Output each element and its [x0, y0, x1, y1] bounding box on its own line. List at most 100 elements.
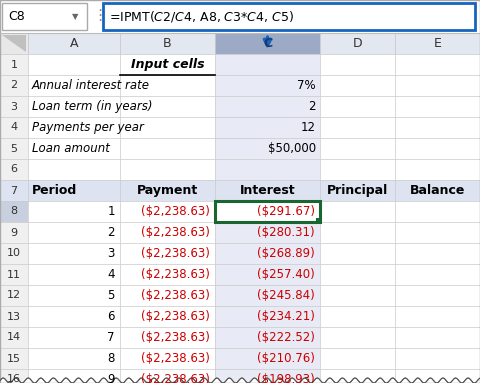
Bar [316, 218, 321, 223]
Text: ($210.76): ($210.76) [257, 352, 315, 365]
Text: C: C [263, 37, 272, 50]
Bar [120, 369, 215, 383]
Bar [120, 201, 215, 222]
Text: 11: 11 [7, 270, 21, 280]
Bar [395, 33, 480, 54]
Bar [320, 54, 395, 75]
Bar [395, 54, 480, 75]
Bar [215, 117, 320, 138]
Bar [120, 243, 215, 264]
Bar [28, 327, 120, 348]
Text: Balance: Balance [410, 184, 465, 197]
Text: ($234.21): ($234.21) [257, 310, 315, 323]
Text: 5: 5 [11, 144, 17, 154]
Text: Annual interest rate: Annual interest rate [32, 79, 150, 92]
Bar [395, 264, 480, 285]
Text: ($222.52): ($222.52) [257, 331, 315, 344]
Text: 2: 2 [108, 226, 115, 239]
Bar [0, 75, 28, 96]
Bar [0, 369, 28, 383]
Text: ($268.89): ($268.89) [257, 247, 315, 260]
Bar [0, 54, 28, 75]
Bar [215, 369, 320, 383]
Bar [0, 306, 28, 327]
Text: 14: 14 [7, 332, 21, 342]
Text: 7%: 7% [298, 79, 316, 92]
Text: ($280.31): ($280.31) [257, 226, 315, 239]
Bar [215, 201, 320, 222]
Text: Period: Period [32, 184, 77, 197]
Bar [395, 285, 480, 306]
Text: 7: 7 [108, 331, 115, 344]
Text: Payments per year: Payments per year [32, 121, 144, 134]
Text: ($198.93): ($198.93) [257, 373, 315, 383]
Text: ($2,238.63): ($2,238.63) [141, 352, 210, 365]
Bar [320, 327, 395, 348]
Bar [395, 201, 480, 222]
Bar [28, 117, 120, 138]
Text: A: A [70, 37, 78, 50]
Bar [0, 243, 28, 264]
Bar [120, 96, 215, 117]
Text: 2: 2 [11, 80, 18, 90]
Polygon shape [2, 35, 26, 52]
Bar [215, 327, 320, 348]
Text: $50,000: $50,000 [268, 142, 316, 155]
Bar [28, 201, 120, 222]
Bar [28, 348, 120, 369]
Bar [120, 222, 215, 243]
Text: ($245.84): ($245.84) [257, 289, 315, 302]
Bar [395, 180, 480, 201]
Bar [120, 54, 215, 75]
Text: 8: 8 [11, 206, 18, 216]
Bar [320, 264, 395, 285]
Text: 6: 6 [108, 310, 115, 323]
Bar [120, 75, 215, 96]
Text: C8: C8 [8, 10, 25, 23]
Bar [395, 138, 480, 159]
Bar [120, 33, 215, 54]
Text: 12: 12 [7, 290, 21, 301]
Bar [28, 75, 120, 96]
Text: ($2,238.63): ($2,238.63) [141, 268, 210, 281]
Text: ($2,238.63): ($2,238.63) [141, 373, 210, 383]
Bar [0, 348, 28, 369]
Bar [395, 96, 480, 117]
Bar [215, 222, 320, 243]
Bar [215, 138, 320, 159]
Text: 12: 12 [301, 121, 316, 134]
Bar [215, 75, 320, 96]
Bar [28, 222, 120, 243]
Bar [120, 180, 215, 201]
Text: ($2,238.63): ($2,238.63) [141, 247, 210, 260]
Bar [0, 201, 28, 222]
Text: 5: 5 [108, 289, 115, 302]
Bar [395, 369, 480, 383]
Text: ($2,238.63): ($2,238.63) [141, 205, 210, 218]
Bar [320, 222, 395, 243]
Text: 15: 15 [7, 354, 21, 363]
Text: 16: 16 [7, 375, 21, 383]
Bar [395, 243, 480, 264]
Bar [320, 180, 395, 201]
Bar [0, 138, 28, 159]
Bar [320, 285, 395, 306]
Text: 2: 2 [309, 100, 316, 113]
FancyBboxPatch shape [2, 3, 87, 30]
Bar [120, 327, 215, 348]
Bar [320, 75, 395, 96]
Bar [215, 285, 320, 306]
Bar [215, 243, 320, 264]
Bar [28, 33, 120, 54]
Text: 1: 1 [11, 59, 17, 69]
Bar [215, 264, 320, 285]
Bar [395, 222, 480, 243]
Text: 1: 1 [108, 205, 115, 218]
Bar [120, 159, 215, 180]
Text: =IPMT($C$2/$C$4, A8, $C$3*$C$4, $C$5): =IPMT($C$2/$C$4, A8, $C$3*$C$4, $C$5) [109, 9, 294, 24]
Bar [28, 96, 120, 117]
Bar [0, 180, 28, 201]
Bar [28, 306, 120, 327]
Text: Loan amount: Loan amount [32, 142, 110, 155]
Text: Principal: Principal [327, 184, 388, 197]
